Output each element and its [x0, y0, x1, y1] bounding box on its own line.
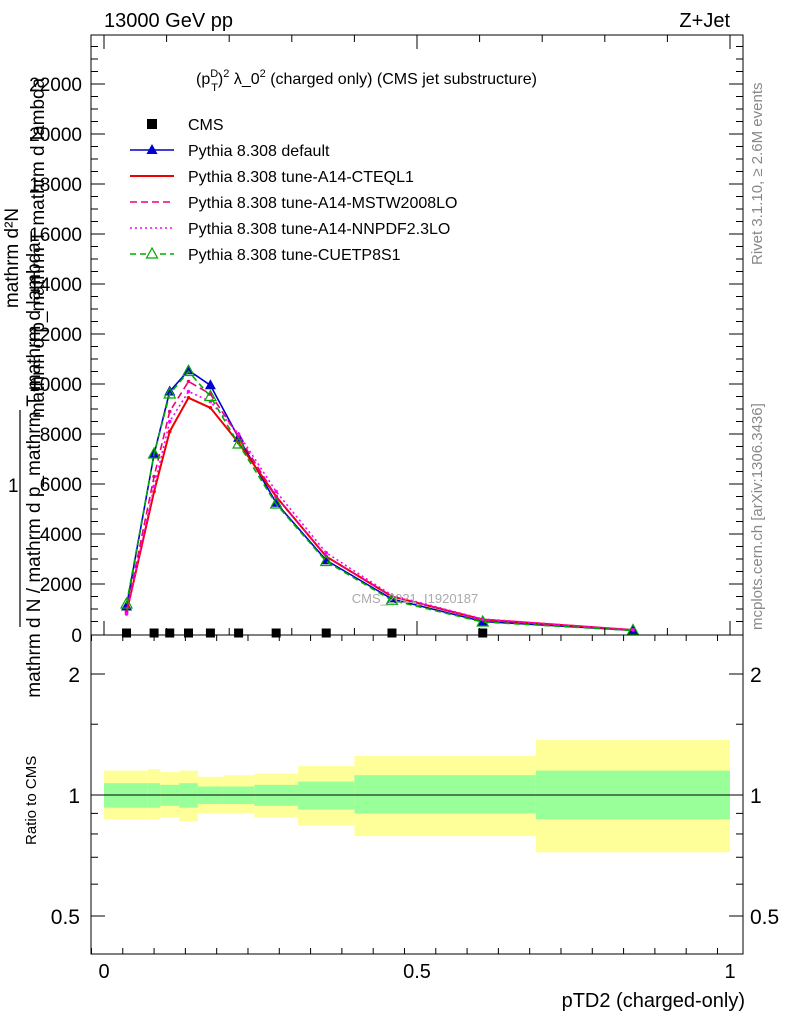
- series-marker-4: [152, 484, 156, 489]
- main-y-tick-label: 8000: [40, 425, 82, 446]
- series-marker-1: [204, 379, 216, 390]
- ratio-y-axis-label: Ratio to CMS: [23, 756, 40, 845]
- legend-label: Pythia 8.308 default: [188, 143, 330, 160]
- series-marker-3: [274, 494, 278, 499]
- series-marker-2: [167, 429, 172, 434]
- main-y-tick-label: 14000: [29, 275, 82, 296]
- legend-label: Pythia 8.308 tune-A14-NNPDF2.3LO: [188, 221, 450, 238]
- series-marker-2: [208, 405, 213, 410]
- series-marker-4: [167, 419, 172, 424]
- legend-label: Pythia 8.308 tune-A14-MSTW2008LO: [188, 195, 457, 212]
- main-y-tick-label: 0: [71, 626, 82, 647]
- series-marker-4: [324, 550, 329, 555]
- series-marker-4: [236, 432, 241, 436]
- watermark: CMS_2021_I1920187: [352, 591, 479, 606]
- ratio-y-tick-label-right: 2: [750, 664, 762, 687]
- cms-data-point: [478, 628, 488, 638]
- cms-data-point: [387, 628, 397, 638]
- cms-data-point: [321, 628, 331, 638]
- ratio-panel: 0.5 0.5 1 1 2 2 0 0.5 1 Ratio to CMS pTD2 (charg…: [23, 634, 779, 1012]
- header-energy: 13000 GeV pp: [104, 10, 233, 32]
- series-marker-3: [186, 379, 191, 384]
- series-marker-4: [631, 627, 635, 632]
- x-tick-label: 1: [724, 961, 735, 983]
- ratio-frame: [90, 634, 744, 955]
- ratio-uncertainty-bands: [104, 740, 730, 853]
- series-marker-4: [124, 612, 129, 616]
- series-marker-5: [476, 614, 490, 627]
- series-marker-5: [163, 386, 177, 399]
- series-marker-1: [183, 364, 195, 375]
- legend: CMS Pythia 8.308 default Pythia 8.308 tune…: [130, 117, 457, 264]
- series-line-5: [125, 370, 634, 632]
- ratio-y-tick-label: 1: [68, 785, 80, 808]
- cms-data-point: [234, 628, 244, 638]
- series-line-4: [125, 390, 634, 631]
- y-axis-label-lower: mathrm d N / mathrm d p_mathrm T mathrm …: [24, 242, 45, 698]
- series-marker-1: [270, 496, 282, 507]
- header-process: Z+Jet: [679, 10, 730, 32]
- main-plot-area: [120, 364, 640, 638]
- series-marker-4: [274, 489, 278, 494]
- y-axis-label-one: 1: [8, 476, 19, 497]
- legend-label: Pythia 8.308 tune-A14-CTEQL1: [188, 169, 414, 186]
- ratio-y-tick-label: 0.5: [51, 906, 80, 929]
- series-marker-5: [181, 364, 196, 377]
- cms-data-point: [165, 628, 175, 638]
- y-axis-label-denominator: mathrm d p_mathrm T mathrm d lambda: [28, 77, 49, 418]
- series-marker-2: [186, 395, 191, 400]
- mcplots-label: mcplots.cern.ch [arXiv:1306.3436]: [749, 403, 766, 630]
- main-y-tick-label: 4000: [40, 525, 82, 546]
- main-y-axis-ticks: 2000 4000 6000 8000 10000 12000 14000 16000 1800…: [29, 35, 743, 647]
- chart-title: (pD T)2 λ_02 (charged only) (CMS jet subs…: [196, 68, 537, 94]
- series-marker-5: [120, 596, 134, 609]
- y-axis-label-numerator: mathrm d²N: [2, 208, 23, 308]
- series-marker-5: [385, 593, 399, 605]
- cms-data-point: [122, 628, 132, 638]
- main-y-tick-label: 18000: [29, 175, 82, 196]
- main-y-tick-label: 6000: [40, 475, 82, 496]
- x-axis-label: pTD2 (charged-only): [562, 990, 745, 1012]
- ratio-y-tick-label-right: 1: [750, 785, 762, 808]
- main-y-tick-label: 12000: [29, 325, 82, 346]
- cms-data-point: [184, 628, 194, 638]
- legend-label: CMS: [188, 117, 224, 134]
- legend-marker: [146, 144, 158, 154]
- ratio-y-tick-label-right: 0.5: [750, 906, 779, 929]
- series-marker-5: [203, 389, 217, 402]
- series-marker-1: [320, 554, 332, 565]
- series-marker-3: [152, 474, 156, 479]
- series-marker-3: [167, 409, 172, 414]
- main-y-tick-label: 10000: [29, 375, 82, 396]
- x-tick-label: 0: [98, 961, 109, 983]
- cms-data-point: [205, 628, 215, 638]
- series-line-3: [125, 380, 634, 631]
- cms-data-point: [271, 628, 281, 638]
- cms-data-point: [149, 628, 159, 638]
- main-y-tick-label: 20000: [29, 125, 82, 146]
- series-marker-5: [319, 554, 333, 567]
- rivet-version-label: Rivet 3.1.10, ≥ 2.6M events: [749, 83, 766, 266]
- series-marker-5: [147, 446, 161, 459]
- main-y-tick-label: 22000: [29, 75, 82, 96]
- ratio-inner-band: [354, 775, 536, 814]
- main-y-tick-label: 16000: [29, 225, 82, 246]
- ratio-axis-ticks: 0.5 0.5 1 1 2 2 0 0.5 1: [51, 635, 779, 983]
- series-marker-5: [269, 496, 283, 509]
- main-y-axis-label: mathrm d²N mathrm d p_mathrm T mathrm d …: [2, 77, 49, 697]
- x-tick-label: 0.5: [403, 961, 431, 983]
- series-marker-4: [186, 389, 191, 394]
- main-panel: CMS_2021_I1920187 2000 4000 6000 8000 10000 1…: [2, 34, 744, 698]
- legend-marker: [147, 119, 157, 129]
- legend-label: Pythia 8.308 tune-CUETP8S1: [188, 247, 401, 264]
- ratio-y-tick-label: 2: [68, 664, 80, 687]
- main-y-tick-label: 2000: [40, 575, 82, 596]
- ratio-inner-band: [298, 781, 355, 810]
- series-marker-5: [232, 436, 246, 449]
- legend-marker: [145, 246, 159, 259]
